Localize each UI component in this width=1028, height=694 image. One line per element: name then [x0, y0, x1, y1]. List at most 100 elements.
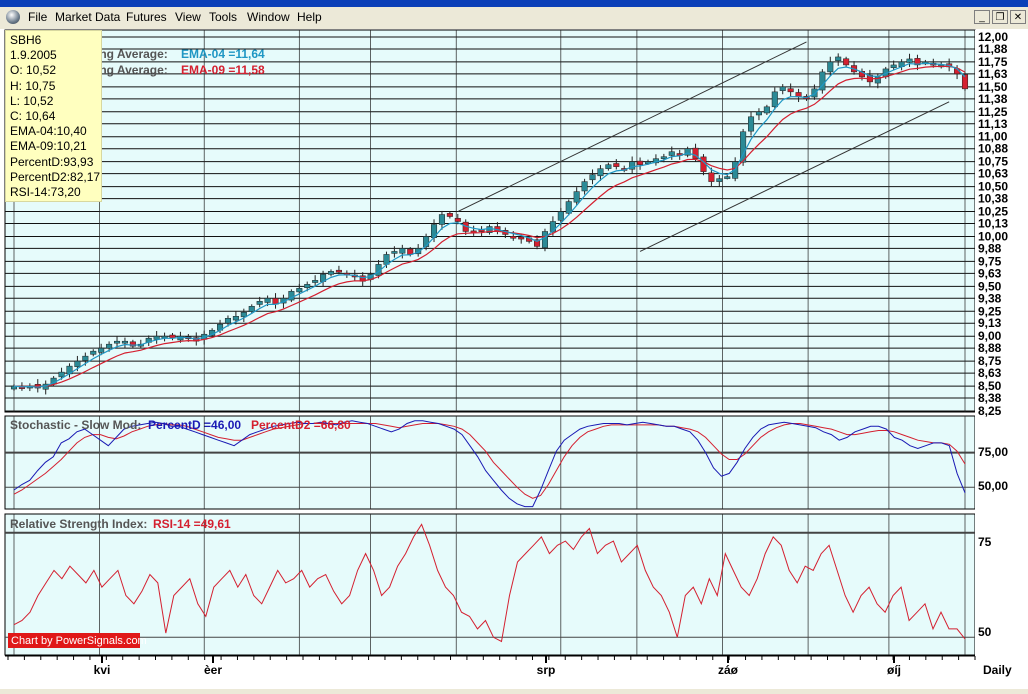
- price-tick-label: 9,25: [978, 304, 1002, 318]
- price-tick-label: 10,38: [978, 192, 1008, 206]
- candle-up: [296, 288, 303, 293]
- legend-high: H: 10,75: [10, 78, 56, 93]
- month-label: kvi: [94, 663, 111, 677]
- price-tick-label: 11,50: [978, 80, 1008, 94]
- x-axis-bg: [0, 656, 1028, 689]
- candle-up: [74, 360, 81, 367]
- price-tick-label: 9,13: [978, 316, 1002, 330]
- price-tick-label: 11,25: [978, 105, 1008, 119]
- candle-up: [827, 61, 834, 73]
- percentd-line: [13, 420, 966, 508]
- candle-up: [114, 340, 121, 344]
- candle-up: [90, 350, 97, 355]
- rsi-line: [13, 523, 966, 643]
- restore-icon[interactable]: ❐: [992, 10, 1008, 24]
- candle-down: [518, 236, 525, 240]
- candle-up: [82, 355, 89, 361]
- candle-up: [256, 301, 263, 305]
- candle-up: [668, 151, 675, 156]
- legend-close: C: 10,64: [10, 109, 56, 124]
- month-label: záø: [718, 663, 739, 677]
- stoch-panel-bg: [4, 415, 976, 510]
- period-label: Daily: [983, 663, 1012, 677]
- ema9-label: EMA-09 =11,58: [181, 63, 265, 77]
- menu-view[interactable]: View: [175, 10, 201, 24]
- legend-percentd: PercentD:93,93: [10, 154, 94, 169]
- price-panel-title-1: ing Average:: [96, 47, 168, 61]
- price-tick-label: 8,50: [978, 379, 1002, 393]
- credit-text[interactable]: Chart by PowerSignals.com: [11, 635, 147, 647]
- right-axis-bg: [975, 30, 1028, 656]
- close-icon[interactable]: ✕: [1010, 10, 1026, 24]
- candle-up: [327, 271, 335, 275]
- price-tick-label: 8,88: [978, 341, 1002, 355]
- candle-up: [438, 214, 445, 225]
- percentd2-label: PercentD2 =66,80: [251, 418, 351, 432]
- price-tick-label: 9,00: [978, 329, 1002, 343]
- candle-up: [391, 251, 398, 254]
- candle-down: [510, 236, 517, 239]
- percentd2-line: [13, 422, 966, 499]
- price-tick-label: 9,88: [978, 241, 1002, 255]
- rsi-label: RSI-14 =49,61: [153, 517, 231, 531]
- candle-up: [232, 316, 239, 321]
- menu-help[interactable]: Help: [297, 10, 322, 24]
- candle-down: [843, 58, 850, 66]
- candle-up: [684, 148, 691, 156]
- price-tick-label: 10,63: [978, 167, 1008, 181]
- candle-up: [557, 211, 564, 221]
- menu-file[interactable]: File: [28, 10, 48, 24]
- price-tick-label: 10,88: [978, 142, 1008, 156]
- price-tick-label: 10,50: [978, 180, 1008, 194]
- channel-line: [457, 41, 807, 212]
- candle-up: [98, 347, 105, 353]
- menu-bar: File Market Data Futures View Tools Wind…: [0, 7, 1028, 29]
- credit-badge: [8, 633, 140, 648]
- price-tick-label: 11,38: [978, 92, 1008, 106]
- minimize-icon[interactable]: _: [974, 10, 990, 24]
- candle-up: [573, 191, 580, 203]
- candle-down: [335, 269, 342, 273]
- ema4-label: EMA-04 =11,64: [181, 47, 265, 61]
- candle-up: [811, 88, 818, 98]
- chart-area[interactable]: 12,0011,8811,7511,6311,5011,3811,2511,13…: [0, 29, 1028, 689]
- channel-line: [639, 101, 950, 252]
- legend-low: L: 10,52: [10, 93, 54, 108]
- legend-ema9: EMA-09:10,21: [10, 139, 87, 154]
- candle-up: [605, 164, 612, 169]
- candle-down: [129, 341, 136, 347]
- price-tick-label: 9,38: [978, 291, 1002, 305]
- price-tick-label: 9,75: [978, 254, 1002, 268]
- legend-date: 1.9.2005: [10, 48, 57, 63]
- ema9-line: [13, 65, 966, 388]
- stoch-tick-50: 50,00: [978, 479, 1008, 493]
- legend-open: O: 10,52: [10, 63, 57, 78]
- candle-up: [415, 248, 422, 255]
- menu-window[interactable]: Window: [247, 10, 290, 24]
- legend-rsi: RSI-14:73,20: [10, 185, 81, 200]
- price-tick-label: 9,63: [978, 266, 1002, 280]
- candle-up: [819, 71, 826, 91]
- menu-market-data[interactable]: Market Data: [55, 10, 121, 24]
- candle-up: [581, 181, 588, 192]
- candle-up: [748, 116, 755, 132]
- candle-down: [914, 58, 921, 66]
- rsi-panel-title: Relative Strength Index:: [10, 517, 147, 531]
- app-icon[interactable]: [6, 10, 20, 24]
- window-controls: _ ❐ ✕: [972, 9, 1026, 24]
- candle-up: [240, 312, 247, 318]
- price-tick-label: 9,50: [978, 279, 1002, 293]
- candle-up: [740, 131, 747, 163]
- candle-up: [58, 371, 65, 378]
- menu-futures[interactable]: Futures: [126, 10, 167, 24]
- rsi-tick-50: 50: [978, 625, 992, 639]
- candle-up: [763, 106, 770, 114]
- menu-tools[interactable]: Tools: [209, 10, 238, 24]
- price-tick-label: 10,13: [978, 217, 1008, 231]
- price-tick-label: 12,00: [978, 30, 1008, 44]
- legend-percentd2: PercentD2:82,17: [10, 169, 101, 184]
- month-label: øíj: [887, 663, 901, 677]
- candle-down: [692, 147, 699, 159]
- candle-up: [835, 56, 842, 61]
- price-tick-label: 8,38: [978, 391, 1002, 405]
